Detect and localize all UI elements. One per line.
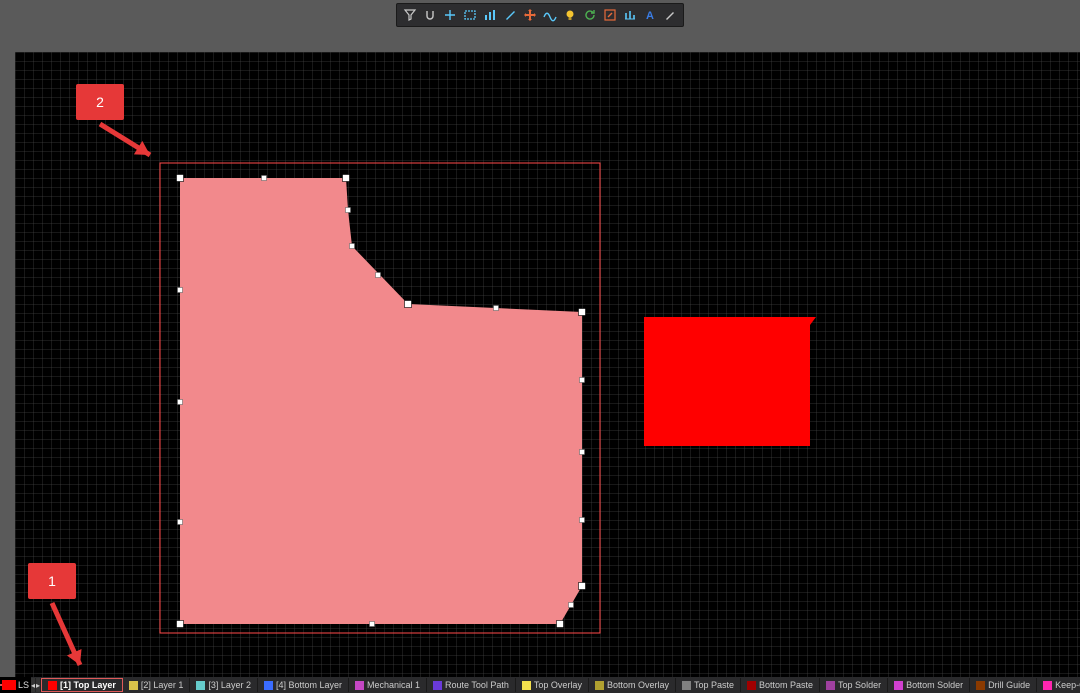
ls-swatch: [2, 680, 16, 690]
layer-label: Top Overlay: [534, 680, 582, 690]
edit-box-icon[interactable]: [601, 6, 619, 24]
edit-handle[interactable]: [494, 306, 499, 311]
layer-bar: LS ◂ ▸ [1] Top Layer[2] Layer 1[3] Layer…: [0, 677, 1080, 693]
layer-swatch: [433, 681, 442, 690]
edit-handle[interactable]: [177, 175, 184, 182]
shapes-layer: [15, 52, 1080, 677]
edit-handle[interactable]: [262, 176, 267, 181]
layer-bot-overlay[interactable]: Bottom Overlay: [589, 678, 676, 692]
layer-label: Top Solder: [838, 680, 881, 690]
filter-icon[interactable]: [401, 6, 419, 24]
layer-swatch: [355, 681, 364, 690]
design-canvas[interactable]: [15, 52, 1080, 677]
brush-icon[interactable]: [501, 6, 519, 24]
top-toolbar: A: [396, 3, 684, 27]
layer-swatch: [976, 681, 985, 690]
svg-text:A: A: [646, 10, 654, 22]
text-A-icon[interactable]: A: [641, 6, 659, 24]
select-rect-icon[interactable]: [461, 6, 479, 24]
ls-indicator[interactable]: LS: [0, 677, 31, 693]
layer-label: Keep-Out Layer: [1055, 680, 1080, 690]
edit-handle[interactable]: [178, 520, 183, 525]
layer-bot-solder[interactable]: Bottom Solder: [888, 678, 970, 692]
edit-handle[interactable]: [370, 622, 375, 627]
layer-keepout[interactable]: Keep-Out Layer: [1037, 678, 1080, 692]
edit-handle[interactable]: [350, 244, 355, 249]
layer-label: [1] Top Layer: [60, 680, 116, 690]
move-icon[interactable]: [521, 6, 539, 24]
layer-route[interactable]: Route Tool Path: [427, 678, 516, 692]
layer-swatch: [595, 681, 604, 690]
layer-label: Bottom Solder: [906, 680, 963, 690]
layer-label: Top Paste: [694, 680, 734, 690]
edit-handle[interactable]: [405, 301, 412, 308]
layer-drill-guide[interactable]: Drill Guide: [970, 678, 1037, 692]
layer-mech1[interactable]: Mechanical 1: [349, 678, 427, 692]
ls-label: LS: [18, 680, 29, 690]
layer-top-solder[interactable]: Top Solder: [820, 678, 888, 692]
layer-top-paste[interactable]: Top Paste: [676, 678, 741, 692]
cross-icon[interactable]: [441, 6, 459, 24]
layer-swatch: [129, 681, 138, 690]
edit-handle[interactable]: [346, 208, 351, 213]
refresh-icon[interactable]: [581, 6, 599, 24]
layer-label: Bottom Paste: [759, 680, 813, 690]
annotation-1-badge: 1: [28, 563, 76, 599]
wave-icon[interactable]: [541, 6, 559, 24]
edit-handle[interactable]: [557, 621, 564, 628]
layer-swatch: [1043, 681, 1052, 690]
edit-handle[interactable]: [177, 621, 184, 628]
selected-polygon[interactable]: [180, 178, 582, 624]
edit-handle[interactable]: [178, 288, 183, 293]
annotation-1-label: 1: [48, 573, 56, 589]
edit-handle[interactable]: [580, 450, 585, 455]
layer-label: Bottom Overlay: [607, 680, 669, 690]
layer-swatch: [682, 681, 691, 690]
layer-label: Route Tool Path: [445, 680, 509, 690]
layer-label: Mechanical 1: [367, 680, 420, 690]
layer-2[interactable]: [3] Layer 2: [190, 678, 258, 692]
layer-top[interactable]: [1] Top Layer: [41, 678, 123, 692]
layer-1[interactable]: [2] Layer 1: [123, 678, 191, 692]
layer-swatch: [747, 681, 756, 690]
edit-handle[interactable]: [579, 583, 586, 590]
edit-handle[interactable]: [580, 378, 585, 383]
edit-handle[interactable]: [376, 273, 381, 278]
layer-swatch: [48, 681, 57, 690]
bar-chart-icon[interactable]: [481, 6, 499, 24]
layer-label: [2] Layer 1: [141, 680, 184, 690]
bulb-icon[interactable]: [561, 6, 579, 24]
edit-handle[interactable]: [178, 400, 183, 405]
layer-label: [4] Bottom Layer: [276, 680, 342, 690]
layer-bottom[interactable]: [4] Bottom Layer: [258, 678, 349, 692]
layer-swatch: [894, 681, 903, 690]
layer-swatch: [264, 681, 273, 690]
layer-swatch: [196, 681, 205, 690]
layer-swatch: [522, 681, 531, 690]
layer-bot-paste[interactable]: Bottom Paste: [741, 678, 820, 692]
pencil-icon[interactable]: [661, 6, 679, 24]
red-fill-region[interactable]: [644, 317, 816, 446]
levels-icon[interactable]: [621, 6, 639, 24]
edit-handle[interactable]: [579, 309, 586, 316]
layer-label: [3] Layer 2: [208, 680, 251, 690]
annotation-2-badge: 2: [76, 84, 124, 120]
layer-top-overlay[interactable]: Top Overlay: [516, 678, 589, 692]
edit-handle[interactable]: [569, 603, 574, 608]
edit-handle[interactable]: [343, 175, 350, 182]
layer-swatch: [826, 681, 835, 690]
snap-icon[interactable]: [421, 6, 439, 24]
layer-label: Drill Guide: [988, 680, 1030, 690]
edit-handle[interactable]: [580, 518, 585, 523]
annotation-2-label: 2: [96, 94, 104, 110]
